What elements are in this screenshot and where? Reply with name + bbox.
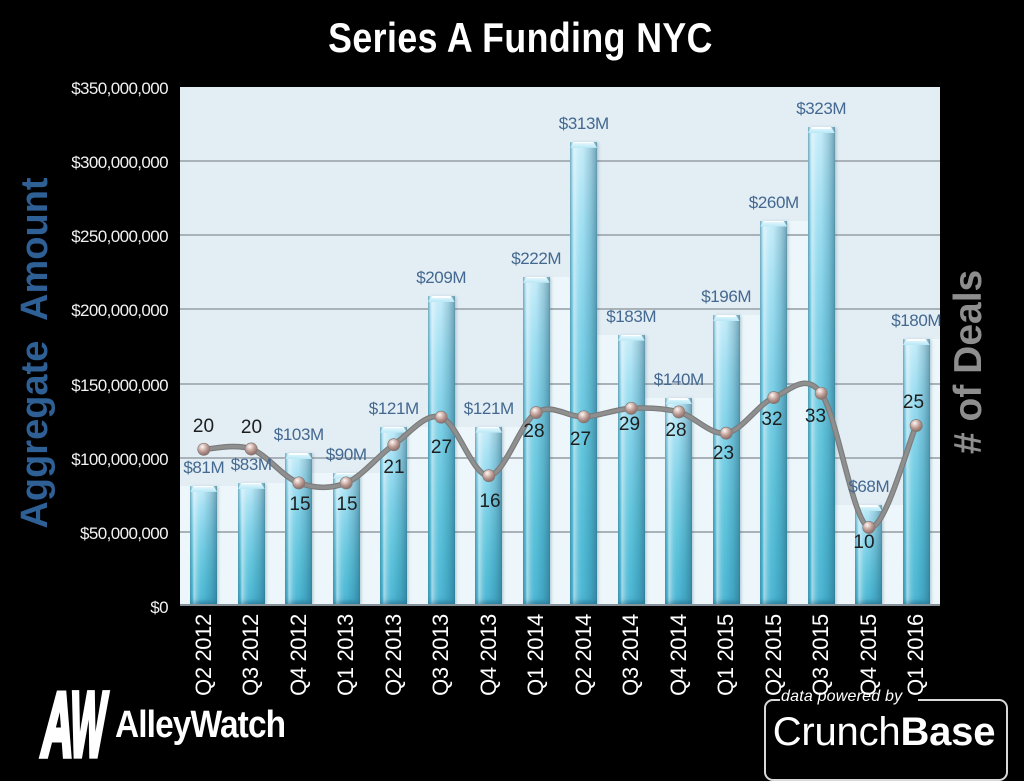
svg-text:W: W bbox=[70, 690, 109, 768]
svg-text:A: A bbox=[40, 690, 73, 768]
svg-text:W: W bbox=[70, 690, 109, 768]
